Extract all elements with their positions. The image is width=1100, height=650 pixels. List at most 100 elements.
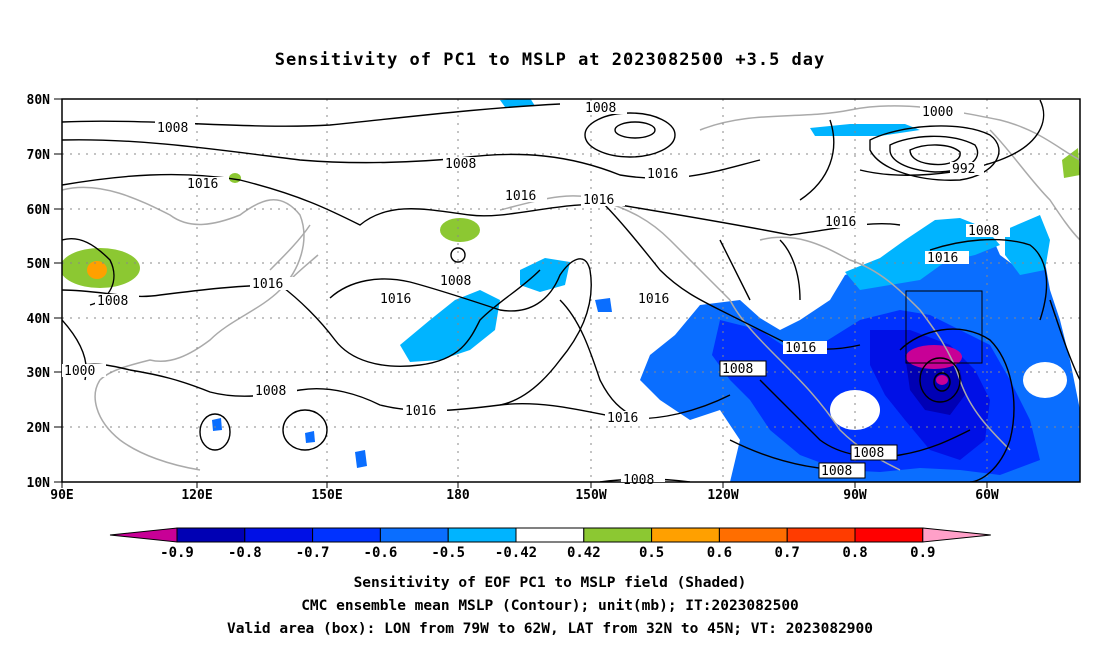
contour-label: 1016 xyxy=(647,167,678,182)
valid-area-box xyxy=(905,290,983,364)
green-region-pacific xyxy=(440,218,480,242)
neg-sensitivity-core xyxy=(936,375,948,385)
colorbar-tick-label: -0.42 xyxy=(495,545,537,561)
contour-label: 1016 xyxy=(825,215,856,230)
light-blue-region-pacific1 xyxy=(400,290,500,362)
light-blue-region-east xyxy=(1005,215,1050,275)
contour-label: 1016 xyxy=(505,189,536,204)
contour-label: 1016 xyxy=(785,341,816,356)
contour-line xyxy=(614,121,656,139)
contour-label: 1016 xyxy=(380,292,411,307)
lat-label: 10N xyxy=(27,476,51,491)
contour-line xyxy=(199,413,231,451)
contour-line xyxy=(929,238,1080,381)
colorbar-tick-label: -0.8 xyxy=(228,545,262,561)
orange-region-asia xyxy=(87,261,107,279)
caption-line-3: Valid area (box): LON from 79W to 62W, L… xyxy=(226,621,873,637)
contour-label: 1008 xyxy=(157,121,188,136)
contour-line xyxy=(559,299,641,421)
contour-line xyxy=(584,112,676,158)
contour-label: 1000 xyxy=(922,105,953,120)
colorbar-swatch xyxy=(786,527,856,543)
coast-asia xyxy=(62,186,305,471)
coast-greenland xyxy=(989,129,1080,241)
contour-label: 1016 xyxy=(187,177,218,192)
colorbar-swatch xyxy=(312,527,381,543)
contour-label: 1008 xyxy=(585,101,616,116)
contour-label: 1000 xyxy=(64,364,95,379)
lon-label: 90W xyxy=(843,488,867,503)
coast-alaska xyxy=(499,195,731,301)
lat-ticks xyxy=(54,98,988,488)
colorbar-swatch xyxy=(447,527,517,543)
contour-line xyxy=(62,269,541,367)
contour-label: 1008 xyxy=(255,384,286,399)
colorbar-tick-label: -0.7 xyxy=(296,545,330,561)
blue-small-4 xyxy=(595,298,612,312)
colorbar-tick-label: 0.6 xyxy=(707,545,732,561)
contour-label: 1008 xyxy=(821,464,852,479)
lat-label: 40N xyxy=(27,312,51,327)
contour-line xyxy=(919,357,961,403)
blue-small-1 xyxy=(355,450,367,468)
coast-arctic xyxy=(699,105,1080,161)
blue-small-2 xyxy=(305,431,315,443)
contour-label: 1008 xyxy=(968,224,999,239)
colorbar-tick-label: 0.42 xyxy=(567,545,601,561)
colorbar-labels: -0.9 -0.8 -0.7 -0.6 -0.5 -0.42 0.42 0.5 0.6 0.7 0.… xyxy=(160,545,935,561)
colorbar xyxy=(109,527,991,543)
contour-line xyxy=(450,247,466,263)
contour-label: 1016 xyxy=(927,251,958,266)
lon-label: 150W xyxy=(575,488,606,503)
colorbar-swatch xyxy=(176,527,246,543)
colorbar-swatch xyxy=(515,527,585,543)
colorbar-swatch xyxy=(583,527,653,543)
lon-label: 180 xyxy=(446,488,470,503)
contour-label: 1016 xyxy=(405,404,436,419)
colorbar-tick-label: 0.5 xyxy=(639,545,664,561)
contour-label: 1016 xyxy=(583,193,614,208)
contour-line xyxy=(933,372,951,392)
caption-line-2: CMC ensemble mean MSLP (Contour); unit(m… xyxy=(301,598,799,614)
contour-label: 1008 xyxy=(440,274,471,289)
contour-label: 1008 xyxy=(445,157,476,172)
white-hole-2 xyxy=(1023,362,1067,398)
lat-axis: 80N 70N 60N 50N 40N 30N 20N 10N xyxy=(27,93,51,491)
contour-line xyxy=(899,328,1015,482)
colorbar-swatch xyxy=(379,527,449,543)
map-title: Sensitivity of PC1 to MSLP at 2023082500… xyxy=(274,50,826,70)
contour-line xyxy=(869,125,1000,181)
plot-frame xyxy=(61,98,1081,483)
contour-line xyxy=(329,258,592,406)
green-region-edge xyxy=(1062,148,1080,178)
lon-label: 150E xyxy=(311,488,342,503)
lon-label: 60W xyxy=(975,488,999,503)
pos-sensitivity-core xyxy=(906,345,962,369)
contour-line xyxy=(719,239,801,301)
contour-label: 1008 xyxy=(623,473,654,488)
colorbar-swatch xyxy=(244,527,314,543)
contour-line xyxy=(282,409,328,451)
lon-label: 90E xyxy=(50,488,73,503)
caption-line-1: Sensitivity of EOF PC1 to MSLP field (Sh… xyxy=(353,575,747,591)
light-blue-region-arctic xyxy=(500,99,920,136)
contour-label: 1016 xyxy=(638,292,669,307)
colorbar-tick-label: 0.7 xyxy=(775,545,800,561)
green-region-small xyxy=(229,173,241,183)
contour-label: 1008 xyxy=(97,294,128,309)
lat-label: 30N xyxy=(27,366,51,381)
lon-axis: 90E 120E 150E 180 150W 120W 90W 60W xyxy=(50,488,999,503)
white-hole-1 xyxy=(830,390,880,430)
colorbar-swatch xyxy=(718,527,788,543)
lat-label: 80N xyxy=(27,93,51,108)
colorbar-low-arrow xyxy=(109,527,178,543)
lon-label: 120W xyxy=(707,488,738,503)
blue-small-3 xyxy=(212,418,222,431)
light-blue-region-pacific2 xyxy=(520,258,570,292)
contour-line xyxy=(62,103,561,127)
colorbar-swatch xyxy=(651,527,720,543)
colorbar-tick-label: 0.8 xyxy=(842,545,867,561)
lat-label: 20N xyxy=(27,421,51,436)
contour-label: 1008 xyxy=(722,362,753,377)
